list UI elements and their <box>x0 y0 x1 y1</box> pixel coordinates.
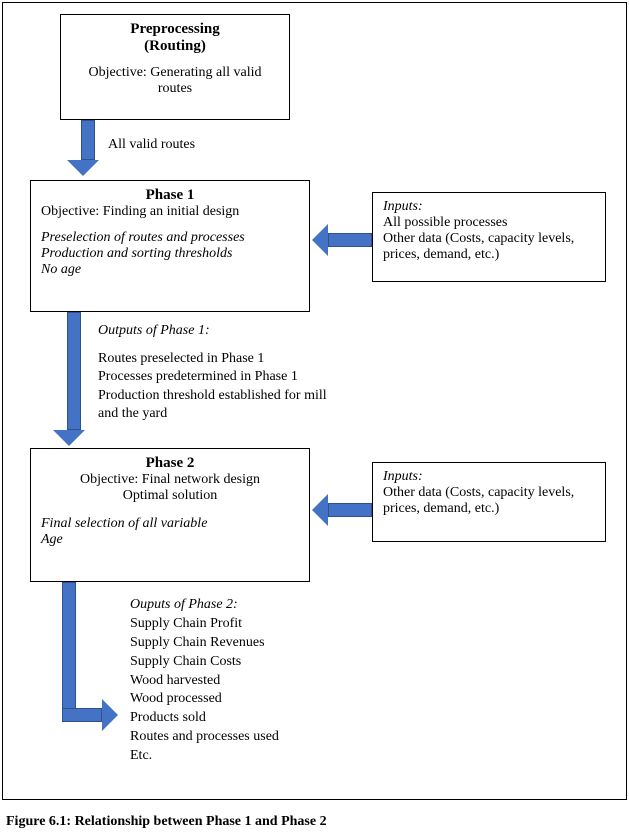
arrow-phase2-to-outputs <box>62 582 118 722</box>
outputs2-line1: Supply Chain Profit <box>130 615 380 634</box>
outputs2-line8: Etc. <box>130 747 380 766</box>
inputs1-box: Inputs: All possible processes Other dat… <box>372 192 606 282</box>
outputs1-line2: Processes predetermined in Phase 1 <box>98 368 348 386</box>
outputs2-line4: Wood harvested <box>130 672 380 691</box>
phase1-objective: Objective: Finding an initial design <box>41 204 299 220</box>
outputs2-line2: Supply Chain Revenues <box>130 634 380 653</box>
phase1-note3: No age <box>41 262 299 278</box>
figure-caption: Figure 6.1: Relationship between Phase 1… <box>6 814 327 830</box>
inputs2-heading: Inputs: <box>383 469 595 485</box>
arrow-phase1-to-phase2 <box>62 312 85 446</box>
inputs2-box: Inputs: Other data (Costs, capacity leve… <box>372 462 606 542</box>
outputs1-line3: Production threshold established for mil… <box>98 387 348 423</box>
outputs2-line5: Wood processed <box>130 690 380 709</box>
phase1-note2: Production and sorting thresholds <box>41 246 299 262</box>
outputs2-line3: Supply Chain Costs <box>130 653 380 672</box>
phase2-box: Phase 2 Objective: Final network design … <box>30 448 310 582</box>
phase1-box: Phase 1 Objective: Finding an initial de… <box>30 180 310 312</box>
outputs1-line1: Routes preselected in Phase 1 <box>98 350 348 368</box>
inputs1-line2: Other data (Costs, capacity levels, pric… <box>383 231 595 263</box>
phase2-objective: Objective: Final network design <box>41 472 299 488</box>
inputs1-line1: All possible processes <box>383 215 595 231</box>
preprocessing-objective: Objective: Generating all valid routes <box>71 65 279 97</box>
outputs2-heading: Ouputs of Phase 2: <box>130 596 380 615</box>
arrow1-label: All valid routes <box>108 137 195 153</box>
outputs1-heading: Outputs of Phase 1: <box>98 322 348 340</box>
arrow-preprocessing-to-phase1 <box>76 120 99 176</box>
arrow-inputs1-to-phase1 <box>312 224 372 256</box>
outputs2-line6: Products sold <box>130 709 380 728</box>
outputs2-line7: Routes and processes used <box>130 728 380 747</box>
arrow-inputs2-to-phase2 <box>312 494 372 526</box>
phase2-note1: Final selection of all variable <box>41 516 299 532</box>
phase1-title: Phase 1 <box>41 187 299 204</box>
preprocessing-title: Preprocessing <box>71 21 279 38</box>
outputs2-block: Ouputs of Phase 2: Supply Chain Profit S… <box>130 596 380 766</box>
inputs1-heading: Inputs: <box>383 199 595 215</box>
inputs2-line1: Other data (Costs, capacity levels, pric… <box>383 485 595 517</box>
phase2-note2: Age <box>41 532 299 548</box>
outputs1-block: Outputs of Phase 1: Routes preselected i… <box>98 322 348 423</box>
phase2-title: Phase 2 <box>41 455 299 472</box>
phase2-subline: Optimal solution <box>41 488 299 504</box>
phase1-note1: Preselection of routes and processes <box>41 230 299 246</box>
preprocessing-subtitle: (Routing) <box>71 38 279 55</box>
preprocessing-box: Preprocessing (Routing) Objective: Gener… <box>60 14 290 120</box>
